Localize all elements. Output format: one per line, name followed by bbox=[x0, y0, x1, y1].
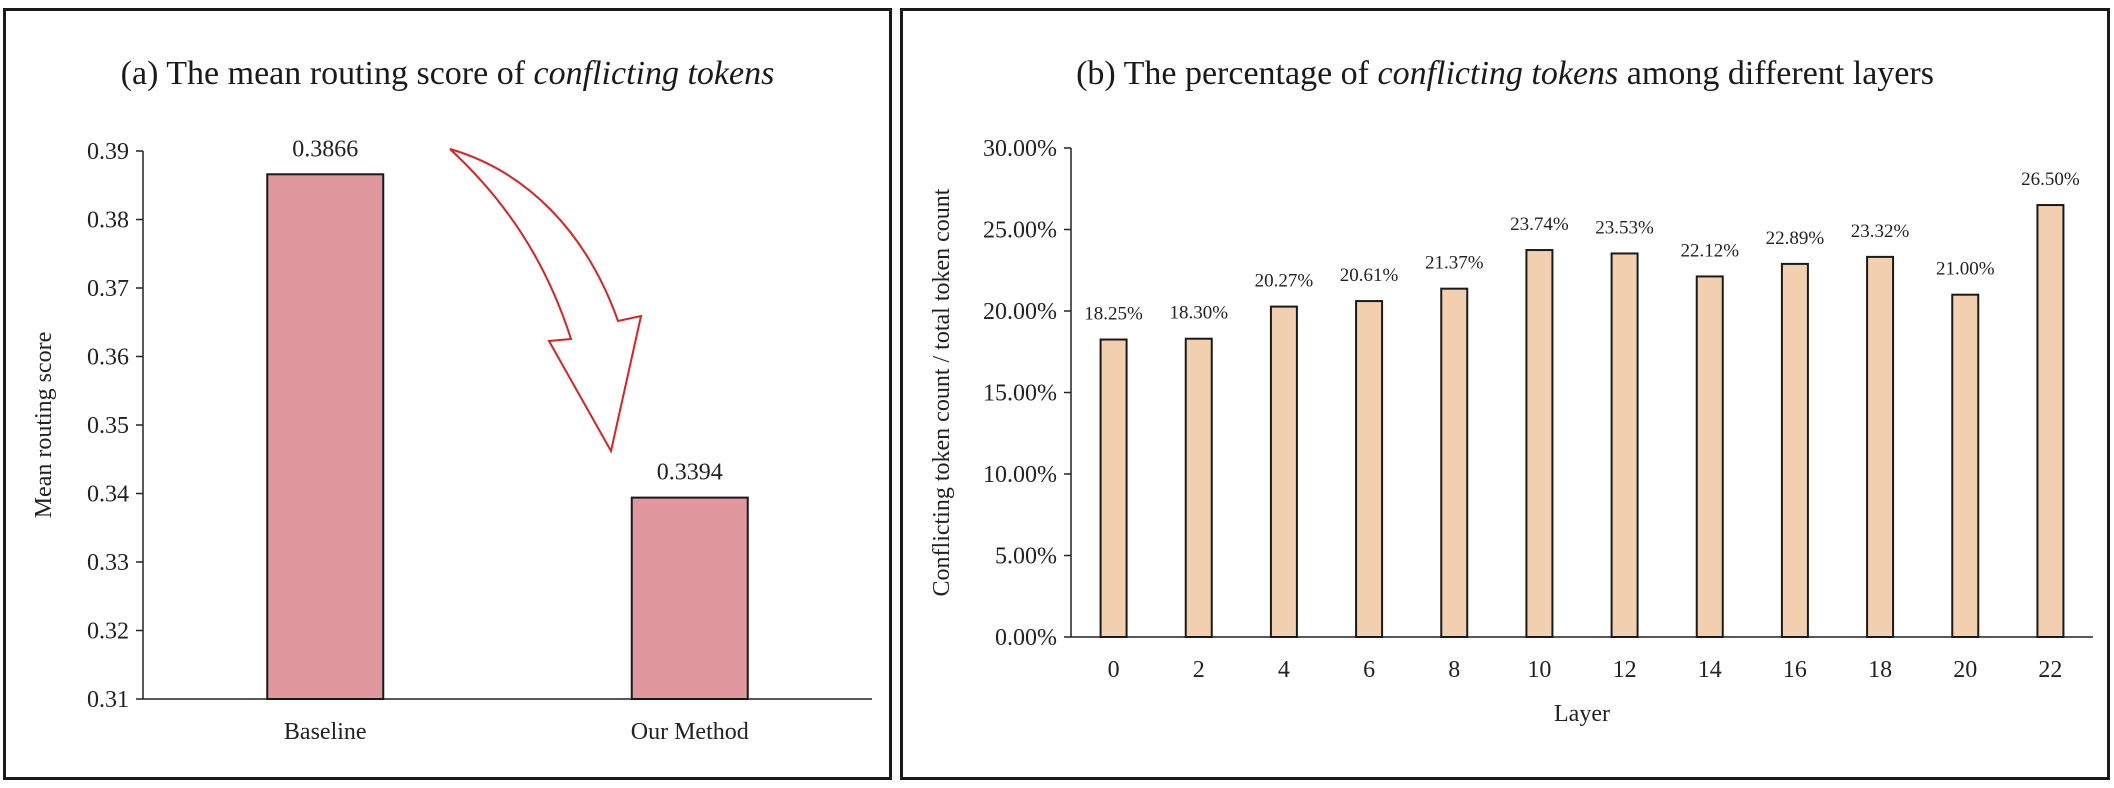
y-tick-label: 0.34 bbox=[87, 482, 129, 508]
x-tick-label: 8 bbox=[1448, 657, 1460, 683]
x-tick-label: 16 bbox=[1783, 657, 1807, 683]
data-label: 20.27% bbox=[1255, 271, 1314, 292]
bar bbox=[1695, 275, 1724, 638]
y-tick-label: 0.31 bbox=[87, 687, 129, 713]
data-label: 21.37% bbox=[1425, 253, 1484, 274]
y-tick-label: 0.37 bbox=[87, 276, 129, 302]
y-axis-label: Mean routing score bbox=[31, 332, 57, 519]
x-tick-label: Baseline bbox=[284, 719, 367, 745]
data-label: 20.61% bbox=[1340, 265, 1399, 286]
x-tick-label: Our Method bbox=[631, 719, 749, 745]
bar bbox=[630, 496, 749, 700]
x-tick-label: 18 bbox=[1868, 657, 1892, 683]
y-tick-label: 0.00% bbox=[995, 625, 1057, 651]
bar bbox=[1951, 293, 1980, 638]
y-tick-label: 25.00% bbox=[983, 218, 1057, 244]
bar bbox=[1525, 249, 1554, 638]
panel-a: (a) The mean routing score of conflictin… bbox=[3, 8, 892, 780]
data-label: 23.32% bbox=[1851, 221, 1910, 242]
x-tick-label: 10 bbox=[1527, 657, 1551, 683]
y-tick-label: 15.00% bbox=[983, 381, 1057, 407]
y-tick-label: 0.38 bbox=[87, 208, 129, 234]
bar bbox=[1866, 255, 1895, 638]
bar bbox=[1184, 337, 1213, 638]
data-label: 22.89% bbox=[1766, 228, 1825, 249]
x-tick-label: 22 bbox=[2038, 657, 2062, 683]
bar bbox=[1269, 305, 1298, 638]
y-tick-label: 0.36 bbox=[87, 345, 129, 371]
x-axis-label: Layer bbox=[1554, 701, 1610, 727]
bar bbox=[266, 173, 385, 701]
data-label: 23.74% bbox=[1510, 214, 1569, 235]
panel-b: (b) The percentage of conflicting tokens… bbox=[900, 8, 2110, 780]
x-tick-label: 0 bbox=[1108, 657, 1120, 683]
bar bbox=[1440, 287, 1469, 638]
data-label: 22.12% bbox=[1680, 240, 1739, 261]
chart-b-title: (b) The percentage of conflicting tokens… bbox=[1076, 55, 1934, 92]
bar bbox=[1355, 300, 1384, 638]
bar bbox=[1099, 338, 1128, 638]
y-axis-label: Conflicting token count / total token co… bbox=[929, 188, 955, 596]
chart-a-title: (a) The mean routing score of conflictin… bbox=[120, 55, 775, 92]
x-tick-label: 4 bbox=[1278, 657, 1290, 683]
y-tick-label: 0.32 bbox=[87, 619, 129, 645]
data-label: 26.50% bbox=[2021, 169, 2080, 190]
x-tick-label: 2 bbox=[1193, 657, 1205, 683]
y-tick-label: 30.00% bbox=[983, 136, 1057, 162]
red-arrow-annotation bbox=[449, 148, 643, 454]
data-label: 0.3394 bbox=[657, 460, 723, 486]
data-label: 0.3866 bbox=[292, 136, 358, 162]
data-label: 21.00% bbox=[1936, 259, 1995, 280]
data-label: 18.25% bbox=[1084, 304, 1143, 325]
chart-a: 0.31 0.32 0.33 0.34 0.35 0.36 0.37 0.38 0.39 0.38… bbox=[31, 136, 872, 745]
bar bbox=[1780, 262, 1809, 638]
data-label: 23.53% bbox=[1595, 217, 1654, 238]
bar bbox=[1610, 252, 1639, 638]
x-tick-label: 14 bbox=[1698, 657, 1722, 683]
bar bbox=[2036, 204, 2065, 639]
y-tick-label: 20.00% bbox=[983, 299, 1057, 325]
x-tick-label: 6 bbox=[1363, 657, 1375, 683]
y-tick-label: 0.33 bbox=[87, 550, 129, 576]
y-tick-label: 0.39 bbox=[87, 139, 129, 165]
data-label: 18.30% bbox=[1169, 303, 1228, 324]
chart-b: 0.00% 5.00% 10.00% 15.00% 20.00% 25.00% 30.00%… bbox=[929, 136, 2093, 727]
x-tick-label: 20 bbox=[1953, 657, 1977, 683]
y-tick-label: 0.35 bbox=[87, 413, 129, 439]
y-tick-label: 10.00% bbox=[983, 462, 1057, 488]
x-tick-label: 12 bbox=[1613, 657, 1637, 683]
y-tick-label: 5.00% bbox=[995, 544, 1057, 570]
